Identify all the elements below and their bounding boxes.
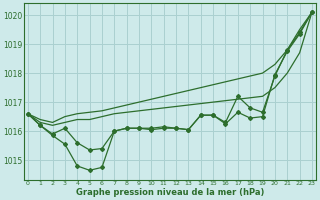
X-axis label: Graphe pression niveau de la mer (hPa): Graphe pression niveau de la mer (hPa)	[76, 188, 264, 197]
